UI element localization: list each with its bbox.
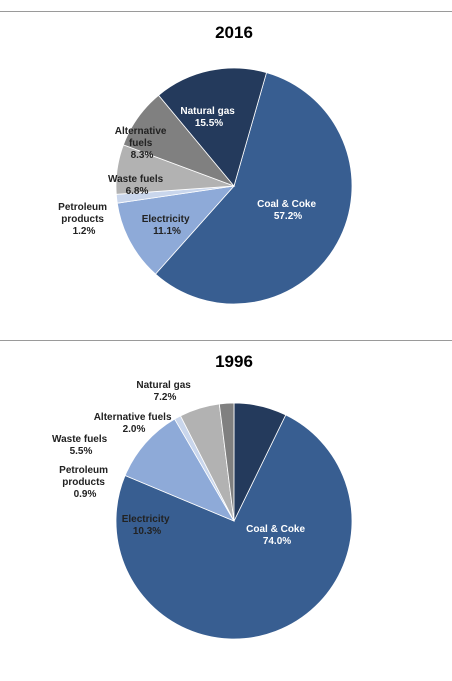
slice-label-coal-coke: Coal & Coke 57.2% bbox=[257, 199, 319, 222]
label-value: 10.3% bbox=[133, 526, 161, 537]
slice-label-waste-fuels: Waste fuels 5.5% bbox=[52, 434, 110, 457]
label-value: 11.1% bbox=[153, 226, 181, 237]
slice-label-alternative-fuels: Alternative fuels 8.3% bbox=[115, 126, 169, 161]
label-name: Waste fuels bbox=[108, 174, 164, 185]
chart-title: 1996 bbox=[215, 352, 253, 371]
pie-slice-electricity bbox=[116, 185, 236, 275]
label-name: Electricity bbox=[122, 514, 170, 525]
slice-label-petroleum-products: Petroleum products 1.2% bbox=[58, 202, 110, 237]
pie-slice-natural-gas bbox=[233, 402, 287, 522]
pie-chart-2016: 2016 Coal & Coke 57.2% Electricity 11.1%… bbox=[58, 23, 353, 305]
label-value: 1.2% bbox=[73, 226, 96, 237]
label-name: Electricity bbox=[142, 214, 190, 225]
slice-label-waste-fuels: Waste fuels 6.8% bbox=[108, 174, 166, 197]
label-value: 2.0% bbox=[123, 424, 146, 435]
label-name: Natural gas bbox=[136, 380, 191, 391]
pie-chart-1996: 1996 Coal & Coke 74.0% Electricity 10.3%… bbox=[52, 352, 353, 640]
label-value: 74.0% bbox=[263, 536, 291, 547]
label-name: Alternative fuels bbox=[94, 412, 172, 423]
slice-label-natural-gas: Natural gas 7.2% bbox=[136, 380, 193, 403]
pie-slice-coal-coke bbox=[154, 72, 353, 305]
label-name: Natural gas bbox=[180, 106, 235, 117]
label-name: Coal & Coke bbox=[257, 199, 316, 210]
label-value: 8.3% bbox=[131, 150, 154, 161]
label-value: 57.2% bbox=[274, 211, 302, 222]
slice-label-petroleum-products: Petroleum products 0.9% bbox=[59, 465, 111, 500]
middle-divider bbox=[0, 340, 452, 341]
label-name: Waste fuels bbox=[52, 434, 108, 445]
top-divider bbox=[0, 11, 452, 12]
slice-label-electricity: Electricity 10.3% bbox=[122, 514, 173, 537]
label-value: 0.9% bbox=[74, 489, 97, 500]
slice-label-alternative-fuels: Alternative fuels 2.0% bbox=[94, 412, 175, 435]
chart-title: 2016 bbox=[215, 23, 253, 42]
label-value: 7.2% bbox=[154, 392, 177, 403]
pie-slice-coal-coke bbox=[115, 414, 353, 640]
slice-label-electricity: Electricity 11.1% bbox=[142, 214, 193, 237]
slice-label-natural-gas: Natural gas 15.5% bbox=[180, 106, 237, 129]
pie-slice-electricity bbox=[124, 418, 235, 522]
label-value: 6.8% bbox=[126, 186, 149, 197]
label-value: 15.5% bbox=[195, 118, 223, 129]
pie-slice-natural-gas bbox=[157, 67, 268, 187]
pie-slices bbox=[115, 67, 353, 305]
pie-slices bbox=[115, 402, 353, 640]
slice-label-coal-coke: Coal & Coke 74.0% bbox=[246, 524, 308, 547]
label-value: 5.5% bbox=[70, 446, 93, 457]
label-name: Coal & Coke bbox=[246, 524, 305, 535]
